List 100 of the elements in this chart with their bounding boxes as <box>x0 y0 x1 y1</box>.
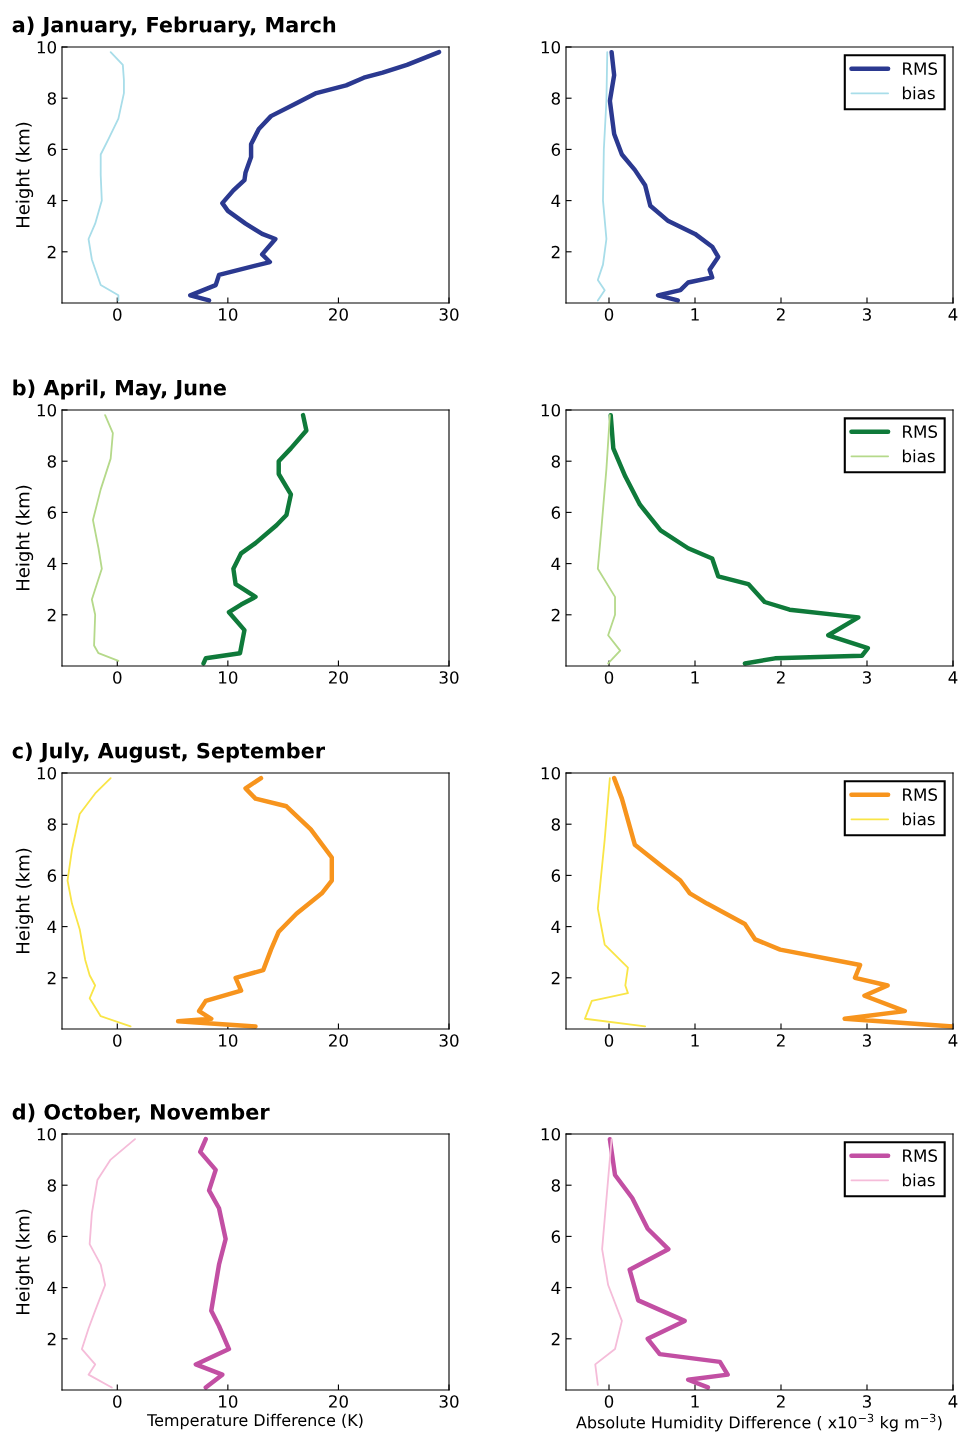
x-tick-label: 10 <box>219 671 238 684</box>
line-series <box>596 51 609 302</box>
x-tick-label: 2 <box>776 1395 785 1408</box>
y-tick-label: 2 <box>47 971 56 985</box>
y-tick-label: 6 <box>551 143 561 156</box>
x-tick-label: 2 <box>776 308 785 321</box>
x-tick-label: 30 <box>439 308 459 321</box>
x-tick-label: 3 <box>862 308 871 321</box>
chart-title: c) July, August, September <box>12 742 325 763</box>
y-axis-title: Height (km) <box>15 122 34 228</box>
y-tick-label: 4 <box>551 1281 561 1294</box>
y-tick-label: 2 <box>47 608 56 622</box>
x-tick-label: 20 <box>329 671 348 684</box>
y-tick-label: 4 <box>47 194 57 207</box>
line-series <box>596 414 622 665</box>
x-tick-label: 1 <box>691 1395 699 1408</box>
x-tick-label: 20 <box>329 1395 348 1408</box>
x-tick-label: 0 <box>604 1034 614 1047</box>
y-tick-label: 6 <box>47 506 57 519</box>
legend-label: RMS <box>903 425 938 438</box>
y-tick-label: 10 <box>541 40 561 54</box>
x-tick-label: 3 <box>862 1034 871 1047</box>
y-tick-label: 8 <box>551 818 560 831</box>
y-tick-label: 6 <box>47 143 57 156</box>
legend-label: RMS <box>903 62 938 75</box>
chart-title: d) October, November <box>12 1103 270 1123</box>
legend-label: RMS <box>903 1149 938 1162</box>
line-series <box>193 1136 232 1390</box>
y-tick-label: 2 <box>551 971 560 985</box>
line-series <box>175 775 335 1029</box>
x-tick-label: 1 <box>691 308 699 321</box>
line-series <box>584 777 647 1028</box>
x-tick-label: 20 <box>329 1034 348 1047</box>
x-tick-label: 4 <box>948 1034 958 1047</box>
x-tick-label: 1 <box>691 671 699 684</box>
line-series <box>80 1138 136 1389</box>
line-series <box>201 412 309 666</box>
x-tick-label: 0 <box>604 1395 614 1408</box>
y-tick-label: 8 <box>551 455 560 468</box>
y-tick-label: 6 <box>551 506 561 519</box>
y-tick-label: 2 <box>551 1332 560 1346</box>
y-tick-label: 6 <box>47 869 57 882</box>
x-tick-label: 2 <box>776 1034 785 1047</box>
y-tick-label: 8 <box>47 455 56 468</box>
y-tick-label: 2 <box>47 1332 56 1346</box>
y-tick-label: 10 <box>37 1127 57 1141</box>
legend-label: RMS <box>903 788 938 801</box>
y-tick-label: 6 <box>551 1230 561 1243</box>
x-tick-label: 30 <box>439 1034 459 1047</box>
chart-title: a) January, February, March <box>12 16 336 37</box>
x-tick-label: 3 <box>862 671 871 684</box>
x-tick-label: 0 <box>604 308 614 321</box>
x-tick-label: 10 <box>219 1034 238 1047</box>
x-tick-label: 4 <box>948 671 958 684</box>
y-tick-label: 10 <box>37 40 57 54</box>
y-tick-label: 4 <box>47 557 57 570</box>
chart-title: b) April, May, June <box>13 379 226 400</box>
y-tick-label: 10 <box>37 403 57 417</box>
y-tick-label: 2 <box>47 245 56 259</box>
line-series <box>90 414 120 662</box>
line-series <box>66 777 132 1028</box>
y-tick-label: 6 <box>551 869 561 882</box>
line-series <box>608 412 871 666</box>
x-tick-label: 30 <box>439 671 459 684</box>
x-axis-title: Temperature Difference (K) <box>147 1413 363 1430</box>
y-tick-label: 4 <box>551 194 561 207</box>
line-series <box>188 49 442 303</box>
x-tick-label: 0 <box>113 308 122 321</box>
line-series <box>87 51 125 302</box>
y-tick-label: 4 <box>47 920 57 933</box>
x-tick-label: 0 <box>113 1395 122 1408</box>
x-tick-label: 10 <box>219 1395 238 1408</box>
y-tick-label: 10 <box>37 766 57 780</box>
x-tick-label: 4 <box>948 308 958 321</box>
y-tick-label: 8 <box>47 92 56 105</box>
x-tick-label: 30 <box>439 1395 459 1408</box>
x-tick-label: 2 <box>776 671 785 684</box>
y-tick-label: 2 <box>551 245 560 259</box>
y-tick-label: 10 <box>541 1127 561 1141</box>
x-axis-title: Absolute Humidity Difference ( x10$^{−3}$ kg m$^{−3}$) <box>576 1413 942 1432</box>
y-tick-label: 4 <box>551 920 561 933</box>
x-tick-label: 10 <box>219 308 238 321</box>
legend-label: bias <box>902 1173 935 1187</box>
legend-label: bias <box>902 812 935 826</box>
y-tick-label: 4 <box>47 1281 57 1294</box>
y-axis-title: Height (km) <box>15 485 34 591</box>
y-tick-label: 8 <box>47 1179 56 1192</box>
y-tick-label: 10 <box>541 403 561 417</box>
line-series <box>607 49 721 303</box>
y-axis-title: Height (km) <box>15 1209 34 1315</box>
legend-label: bias <box>902 449 935 463</box>
y-tick-label: 10 <box>541 766 561 780</box>
line-series <box>607 1136 730 1390</box>
x-tick-label: 0 <box>113 1034 122 1047</box>
y-tick-label: 8 <box>551 92 560 105</box>
y-tick-label: 8 <box>551 1179 560 1192</box>
y-tick-label: 2 <box>551 608 560 622</box>
x-tick-label: 0 <box>604 671 614 684</box>
x-tick-label: 0 <box>113 671 122 684</box>
x-tick-label: 20 <box>329 308 348 321</box>
